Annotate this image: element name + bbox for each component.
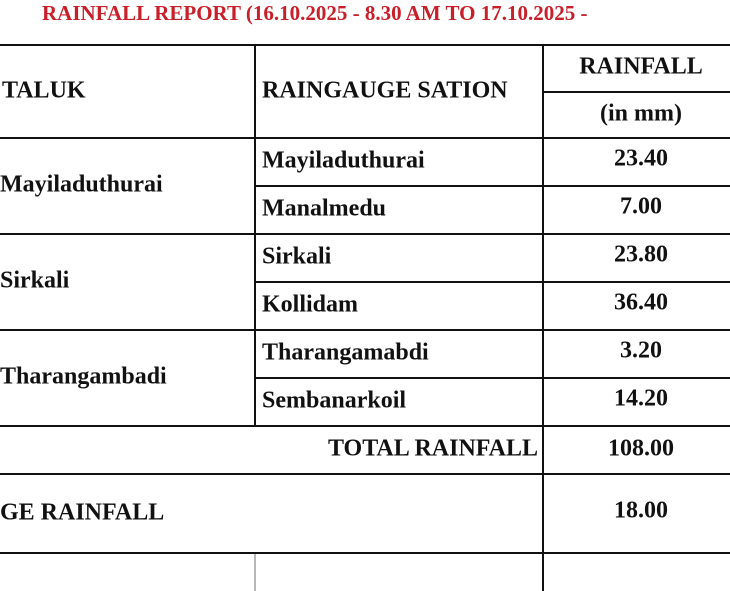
rainfall: 7.00 <box>620 194 662 220</box>
rainfall: 23.40 <box>614 146 668 172</box>
station: Kollidam <box>262 292 358 318</box>
taluk: Sirkali <box>0 268 70 294</box>
header-taluk: TALUK <box>2 78 86 104</box>
report-title: RAINFALL REPORT (16.10.2025 - 8.30 AM TO… <box>42 1 588 25</box>
grid <box>0 44 730 591</box>
total-value: 108.00 <box>608 436 674 462</box>
taluk: Tharangambadi <box>0 364 167 390</box>
rainfall: 14.20 <box>614 386 668 412</box>
header-unit: (in mm) <box>600 101 682 127</box>
rainfall: 3.20 <box>620 338 662 364</box>
rainfall: 36.40 <box>614 290 668 316</box>
station: Tharangamabdi <box>262 340 429 366</box>
rainfall: 23.80 <box>614 242 668 268</box>
station: Mayiladuthurai <box>262 148 425 174</box>
station: Sembanarkoil <box>262 388 406 414</box>
station: Sirkali <box>262 244 332 270</box>
header-rainfall: RAINFALL <box>579 54 703 80</box>
average-label: GE RAINFALL <box>0 500 164 526</box>
taluk: Mayiladuthurai <box>0 172 163 198</box>
station: Manalmedu <box>262 196 386 222</box>
header-station: RAINGAUGE SATION <box>262 78 508 104</box>
total-label: TOTAL RAINFALL <box>328 436 538 462</box>
average-value: 18.00 <box>614 498 668 524</box>
